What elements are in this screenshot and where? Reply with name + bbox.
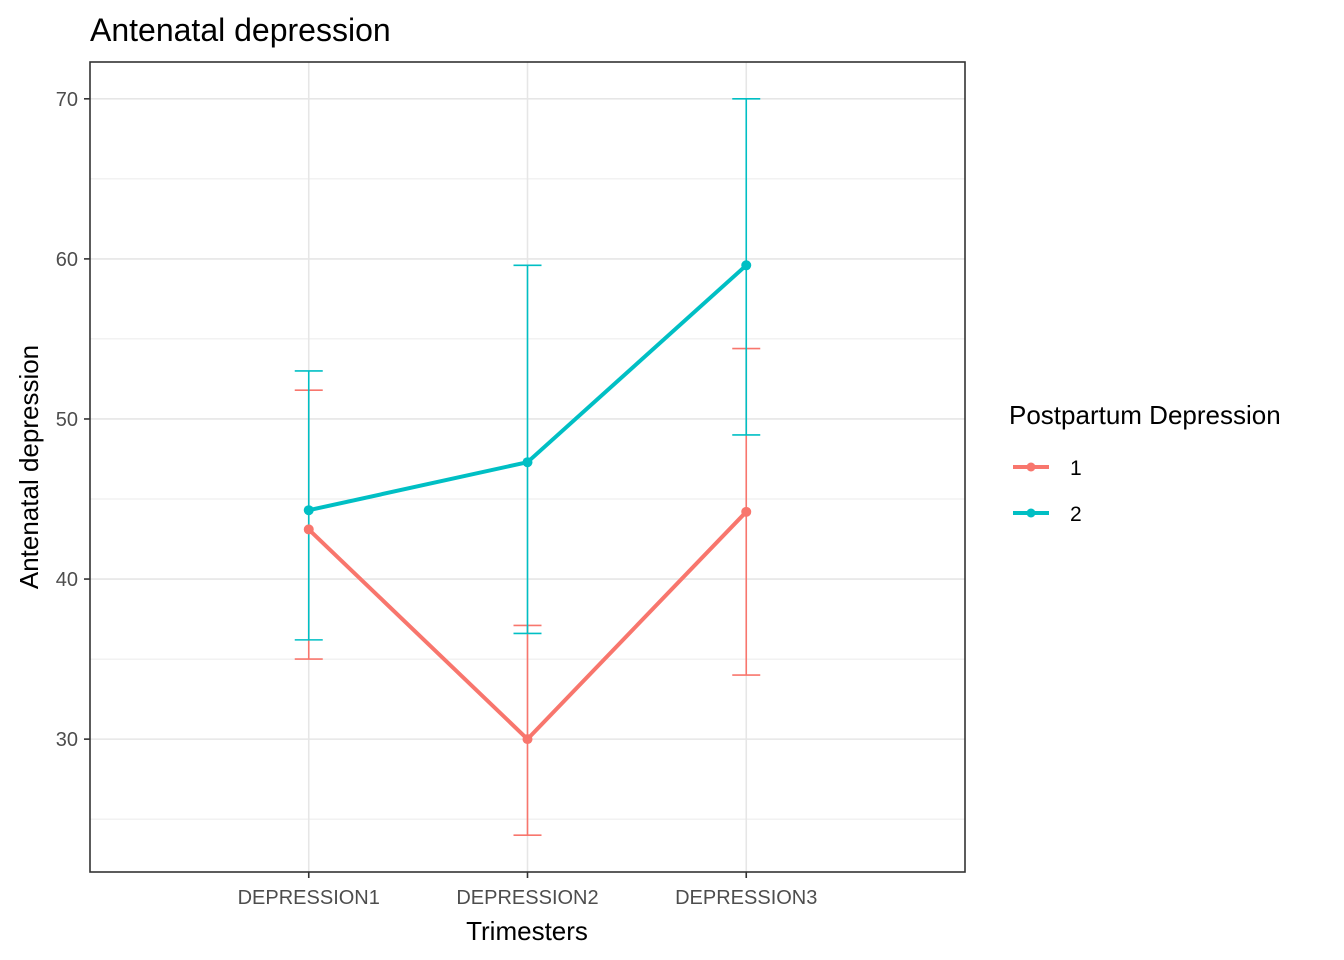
chart-title: Antenatal depression	[90, 12, 391, 48]
y-axis-title: Antenatal depression	[14, 345, 44, 589]
legend-key-point-1	[1026, 462, 1036, 472]
data-point-series-1	[741, 506, 752, 517]
x-axis-title: Trimesters	[466, 916, 588, 946]
data-point-series-1	[522, 734, 533, 745]
y-tick-label: 30	[56, 729, 78, 751]
x-tick-label: DEPRESSION3	[675, 887, 817, 909]
x-tick-label: DEPRESSION2	[456, 887, 598, 909]
legend-key-point-2	[1026, 508, 1036, 518]
data-point-series-2	[303, 505, 314, 516]
y-tick-label: 40	[56, 569, 78, 591]
legend-label-2: 2	[1070, 503, 1082, 526]
data-point-series-2	[522, 457, 533, 468]
axes: 30 40 50 60 70 DEPRESSION1 DEPRESSION2 DEPRESSI…	[56, 89, 818, 909]
y-tick-label: 70	[56, 89, 78, 111]
y-tick-label: 50	[56, 409, 78, 431]
x-tick-label: DEPRESSION1	[238, 887, 380, 909]
legend-title: Postpartum Depression	[1009, 400, 1281, 430]
legend: Postpartum Depression 1 2	[1009, 400, 1281, 526]
y-tick-label: 60	[56, 249, 78, 271]
plot-marks	[294, 98, 761, 836]
legend-label-1: 1	[1070, 457, 1082, 480]
data-point-series-2	[741, 260, 752, 271]
data-point-series-1	[303, 524, 314, 535]
